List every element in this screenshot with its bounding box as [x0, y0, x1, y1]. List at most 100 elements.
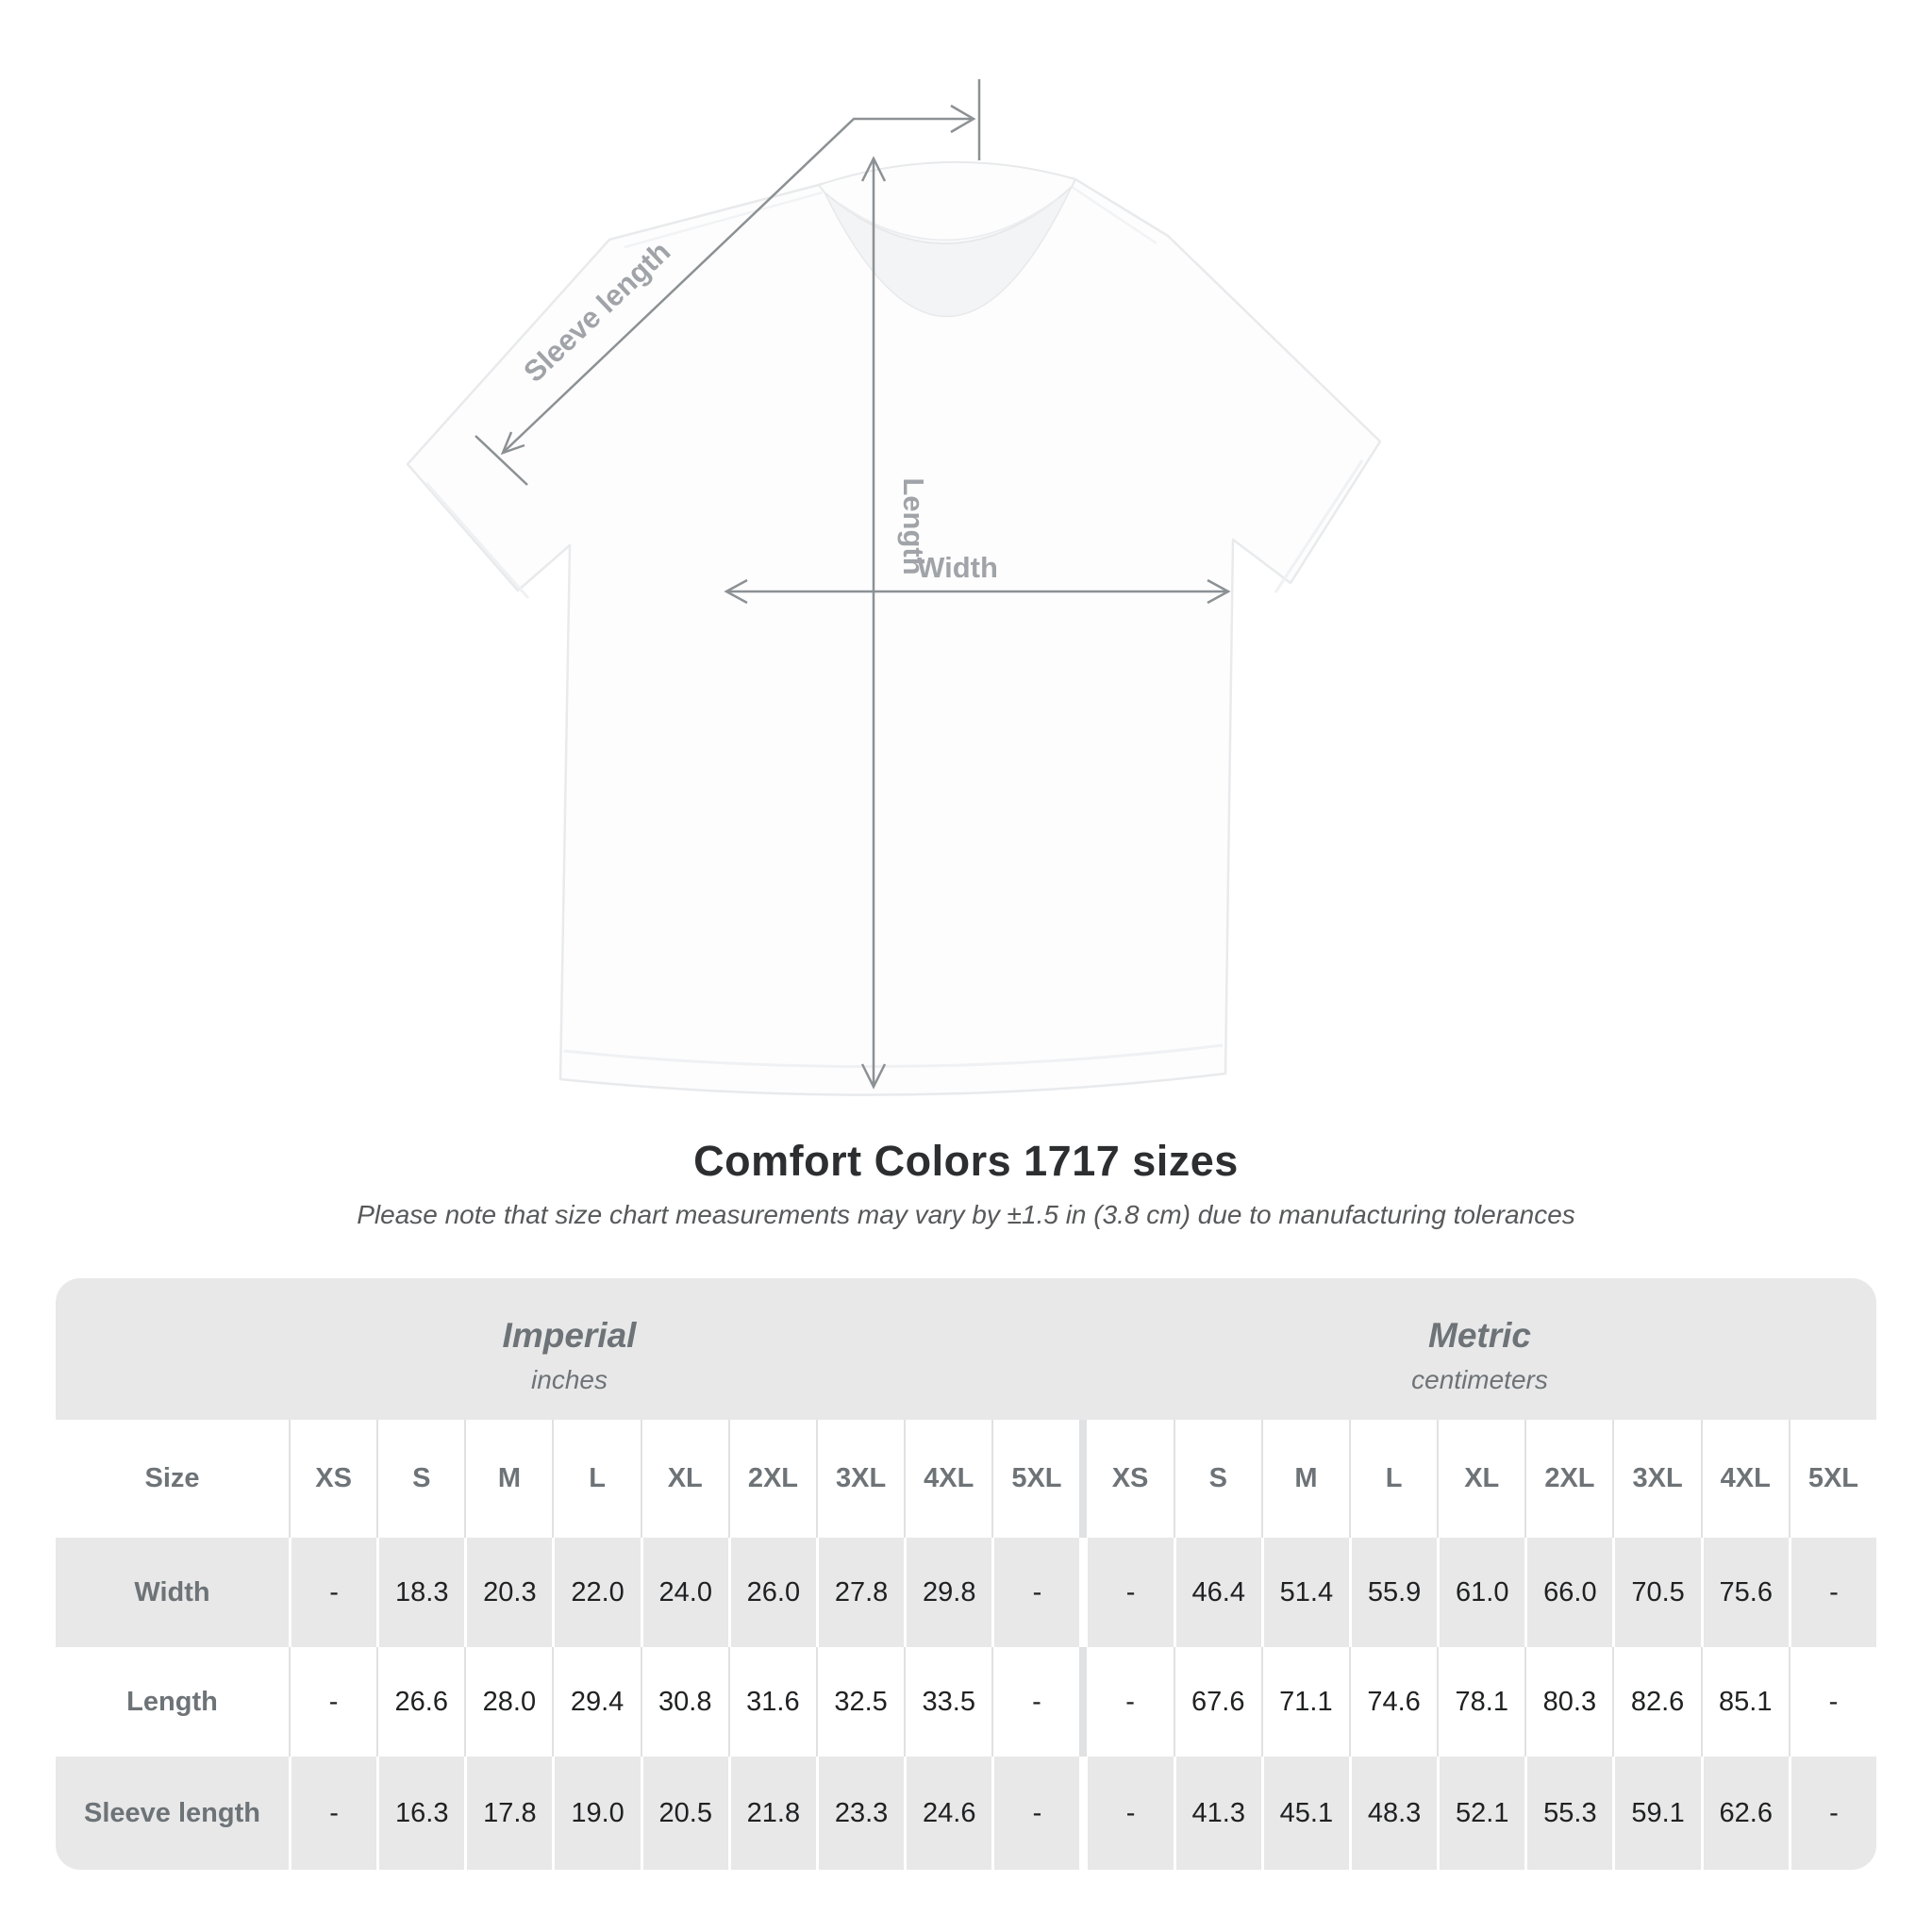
- width-row: Width - 18.3 20.3 22.0 24.0 26.0 27.8 29…: [56, 1538, 1876, 1647]
- data-cell: -: [1788, 1538, 1876, 1647]
- size-table: Imperial inches Metric centimeters Size …: [56, 1278, 1876, 1870]
- size-header-cell: 5XL: [991, 1420, 1080, 1538]
- unit-divider: [1079, 1420, 1086, 1538]
- data-cell: 29.4: [552, 1647, 641, 1757]
- collar-rib: [817, 160, 1077, 244]
- data-cell: 19.0: [552, 1757, 641, 1870]
- size-header-cell: XS: [289, 1420, 377, 1538]
- unit-divider: [1079, 1647, 1086, 1757]
- data-cell: 24.0: [640, 1538, 728, 1647]
- data-cell: 61.0: [1437, 1538, 1525, 1647]
- imperial-group-header: Imperial inches: [56, 1291, 1083, 1420]
- data-cell: 41.3: [1173, 1757, 1261, 1870]
- data-cell: 52.1: [1437, 1757, 1525, 1870]
- size-header-cell: S: [1173, 1420, 1261, 1538]
- data-cell: 59.1: [1612, 1757, 1701, 1870]
- size-header-cell: M: [1260, 1420, 1349, 1538]
- data-cell: 75.6: [1700, 1538, 1789, 1647]
- data-cell: 26.0: [727, 1538, 816, 1647]
- size-header-cell: 4XL: [1700, 1420, 1789, 1538]
- data-cell: 48.3: [1348, 1757, 1438, 1870]
- data-cell: 51.4: [1260, 1538, 1349, 1647]
- size-header-cell: S: [376, 1420, 465, 1538]
- tolerance-note: Please note that size chart measurements…: [357, 1200, 1575, 1229]
- size-header-cell: M: [464, 1420, 553, 1538]
- data-cell: 85.1: [1700, 1647, 1789, 1757]
- size-header-cell: 3XL: [1612, 1420, 1701, 1538]
- data-cell: -: [1085, 1757, 1174, 1870]
- size-header-cell: 4XL: [904, 1420, 992, 1538]
- size-header-cell: XS: [1085, 1420, 1174, 1538]
- size-header-cell: L: [1348, 1420, 1438, 1538]
- length-row: Length - 26.6 28.0 29.4 30.8 31.6 32.5 3…: [56, 1647, 1876, 1757]
- data-cell: 26.6: [376, 1647, 465, 1757]
- data-cell: -: [289, 1757, 377, 1870]
- data-cell: 27.8: [815, 1538, 905, 1647]
- data-cell: 82.6: [1612, 1647, 1701, 1757]
- data-cell: 18.3: [376, 1538, 465, 1647]
- unit-divider: [1079, 1757, 1086, 1870]
- imperial-group-label: Imperial: [502, 1316, 637, 1355]
- data-cell: 17.8: [464, 1757, 553, 1870]
- data-cell: 20.5: [640, 1757, 728, 1870]
- size-header-cell: 2XL: [727, 1420, 816, 1538]
- data-cell: 78.1: [1437, 1647, 1525, 1757]
- data-cell: 22.0: [552, 1538, 641, 1647]
- data-cell: 45.1: [1260, 1757, 1349, 1870]
- row-label-cell: Length: [56, 1647, 289, 1757]
- data-cell: 80.3: [1524, 1647, 1613, 1757]
- data-cell: -: [991, 1538, 1080, 1647]
- size-header-cell: XL: [1437, 1420, 1525, 1538]
- tshirt-graphic: [406, 160, 1382, 1096]
- data-cell: 23.3: [815, 1757, 905, 1870]
- size-header-cell: XL: [640, 1420, 728, 1538]
- length-label: Length: [897, 477, 930, 575]
- data-cell: 66.0: [1524, 1538, 1613, 1647]
- size-header-cell: 2XL: [1524, 1420, 1613, 1538]
- data-cell: 46.4: [1173, 1538, 1261, 1647]
- data-cell: 32.5: [815, 1647, 905, 1757]
- data-cell: 29.8: [904, 1538, 992, 1647]
- length-measure: [860, 156, 887, 1090]
- data-cell: -: [289, 1538, 377, 1647]
- data-cell: -: [1788, 1757, 1876, 1870]
- size-column-header: Size: [56, 1420, 289, 1538]
- unit-divider: [1079, 1538, 1086, 1647]
- data-cell: 55.3: [1524, 1757, 1613, 1870]
- unit-group-header-row: Imperial inches Metric centimeters: [56, 1278, 1876, 1420]
- data-cell: 20.3: [464, 1538, 553, 1647]
- size-header-cell: 5XL: [1788, 1420, 1876, 1538]
- data-cell: 28.0: [464, 1647, 553, 1757]
- size-header-row: Size XS S M L XL 2XL 3XL 4XL 5XL XS S M …: [56, 1420, 1876, 1538]
- size-header-cell: L: [552, 1420, 641, 1538]
- data-cell: -: [289, 1647, 377, 1757]
- data-cell: 62.6: [1700, 1757, 1789, 1870]
- sleeve-length-row: Sleeve length - 16.3 17.8 19.0 20.5 21.8…: [56, 1757, 1876, 1870]
- width-measure: [724, 578, 1231, 605]
- data-cell: 31.6: [727, 1647, 816, 1757]
- data-cell: -: [991, 1647, 1080, 1757]
- size-header-cell: 3XL: [815, 1420, 905, 1538]
- sleeve-length-measure: [475, 79, 981, 486]
- data-cell: 24.6: [904, 1757, 992, 1870]
- data-cell: 67.6: [1173, 1647, 1261, 1757]
- metric-group-header: Metric centimeters: [1083, 1291, 1876, 1420]
- data-cell: -: [1085, 1647, 1174, 1757]
- page-title: Comfort Colors 1717 sizes: [693, 1137, 1239, 1185]
- data-cell: 30.8: [640, 1647, 728, 1757]
- data-cell: 33.5: [904, 1647, 992, 1757]
- imperial-group-unit: inches: [531, 1365, 608, 1394]
- data-cell: -: [1788, 1647, 1876, 1757]
- tshirt-measurement-diagram: Sleeve length Length Width: [406, 79, 1382, 1096]
- data-cell: 16.3: [376, 1757, 465, 1870]
- data-cell: 74.6: [1348, 1647, 1438, 1757]
- row-label-cell: Sleeve length: [56, 1757, 289, 1870]
- data-cell: 71.1: [1260, 1647, 1349, 1757]
- metric-group-label: Metric: [1428, 1316, 1531, 1355]
- metric-group-unit: centimeters: [1411, 1365, 1548, 1394]
- data-cell: 70.5: [1612, 1538, 1701, 1647]
- row-label-cell: Width: [56, 1538, 289, 1647]
- data-cell: 21.8: [727, 1757, 816, 1870]
- data-cell: 55.9: [1348, 1538, 1438, 1647]
